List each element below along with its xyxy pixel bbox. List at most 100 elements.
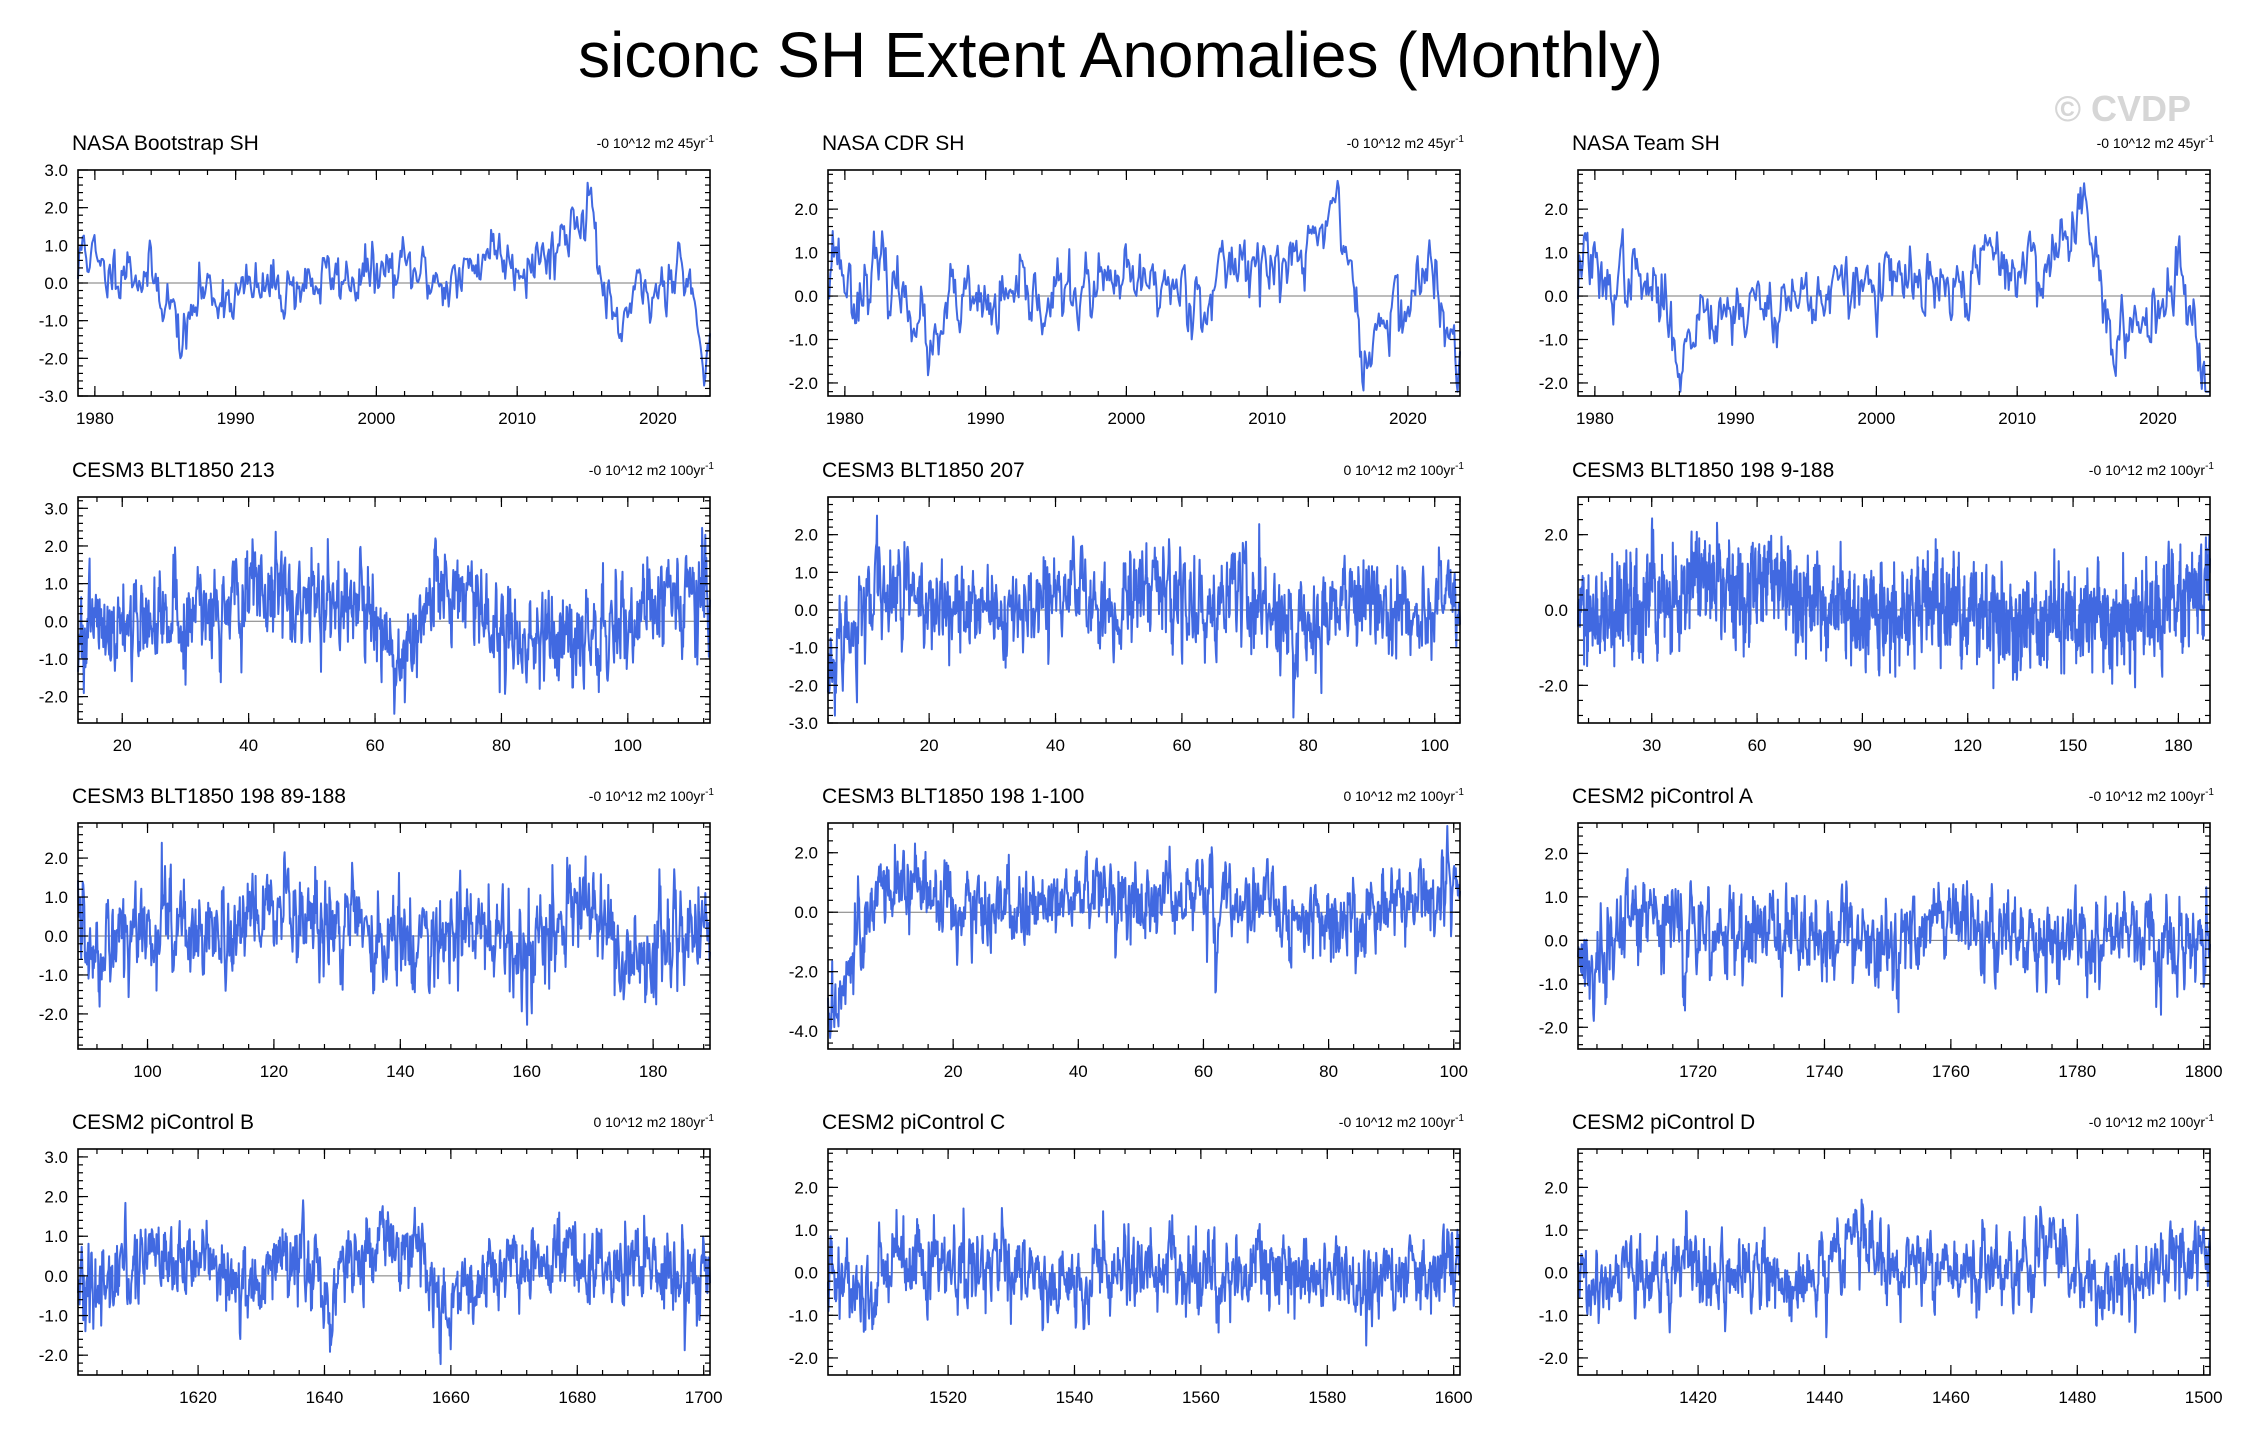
x-tick-label: 20 [920, 736, 939, 755]
y-tick-label: 2.0 [1544, 200, 1568, 219]
series-line [1577, 868, 2211, 1022]
y-tick-label: 0.0 [1544, 287, 1568, 306]
plot-frame [77, 1148, 711, 1376]
trend-label: -0 10^12 m2 45yr-1 [2097, 134, 2215, 151]
x-tick-label: 1560 [1182, 1388, 1220, 1407]
x-tick-label: 140 [386, 1062, 414, 1081]
x-tick-label: 1440 [1806, 1388, 1844, 1407]
x-tick-label: 20 [113, 736, 132, 755]
plot-frame [827, 169, 1461, 397]
trend-label: -0 10^12 m2 100yr-1 [2089, 1113, 2215, 1130]
x-tick-label: 100 [1440, 1062, 1468, 1081]
x-tick-label: 20 [944, 1062, 963, 1081]
panel-title: NASA Bootstrap SH [72, 132, 259, 155]
x-tick-label: 150 [2059, 736, 2087, 755]
y-tick-label: 1.0 [1544, 888, 1568, 907]
x-tick-label: 1420 [1679, 1388, 1717, 1407]
x-tick-label: 1700 [685, 1388, 723, 1407]
x-tick-label: 1980 [1576, 409, 1614, 428]
y-tick-label: 2.0 [794, 526, 818, 545]
page-title: siconc SH Extent Anomalies (Monthly) [578, 19, 1663, 91]
x-tick-label: 120 [260, 1062, 288, 1081]
x-tick-label: 1620 [179, 1388, 217, 1407]
x-tick-label: 100 [614, 736, 642, 755]
y-tick-label: 2.0 [1544, 1178, 1568, 1197]
x-tick-label: 1680 [558, 1388, 596, 1407]
panel-title: CESM3 BLT1850 213 [72, 459, 275, 482]
panel-title: NASA Team SH [1572, 132, 1720, 155]
y-tick-label: 3.0 [44, 1148, 68, 1167]
y-tick-label: 0.0 [794, 1264, 818, 1283]
x-tick-label: 1740 [1806, 1062, 1844, 1081]
y-tick-label: 0.0 [794, 287, 818, 306]
x-tick-label: 1640 [306, 1388, 344, 1407]
x-tick-label: 100 [1421, 736, 1449, 755]
trend-label: -0 10^12 m2 100yr-1 [2089, 461, 2215, 478]
panel: CESM2 piControl B 0 10^12 m2 180yr-1 -2.0 -… [39, 1111, 723, 1407]
trend-label: -0 10^12 m2 45yr-1 [597, 134, 715, 151]
plot-frame [1577, 169, 2211, 397]
panel: CESM2 piControl D -0 10^12 m2 100yr-1 -2.0… [1539, 1111, 2223, 1407]
y-tick-label: 0.0 [44, 612, 68, 631]
x-tick-label: 80 [1299, 736, 1318, 755]
x-tick-label: 2000 [1107, 409, 1145, 428]
y-tick-label: 0.0 [44, 274, 68, 293]
y-tick-label: 1.0 [794, 563, 818, 582]
x-tick-label: 60 [1194, 1062, 1213, 1081]
trend-label: 0 10^12 m2 100yr-1 [1343, 787, 1464, 804]
x-tick-label: 60 [1748, 736, 1767, 755]
trend-label: 0 10^12 m2 180yr-1 [593, 1113, 714, 1130]
x-tick-label: 60 [366, 736, 385, 755]
y-tick-label: -2.0 [789, 676, 818, 695]
x-tick-label: 60 [1172, 736, 1191, 755]
x-tick-label: 100 [133, 1062, 161, 1081]
y-tick-label: -1.0 [39, 650, 68, 669]
panel: CESM3 BLT1850 207 0 10^12 m2 100yr-1 -3.0 -… [789, 459, 1465, 755]
y-tick-label: -2.0 [39, 349, 68, 368]
x-tick-label: 1660 [432, 1388, 470, 1407]
panel: CESM3 BLT1850 198 1-100 0 10^12 m2 100yr-… [789, 785, 1468, 1081]
x-tick-label: 80 [492, 736, 511, 755]
panel-title: CESM3 BLT1850 198 9-188 [1572, 459, 1834, 482]
y-tick-label: -2.0 [789, 1349, 818, 1368]
series-line [77, 1199, 711, 1366]
y-tick-label: -2.0 [1539, 1018, 1568, 1037]
y-tick-label: -1.0 [789, 639, 818, 658]
series-line [1577, 182, 2210, 393]
series-line [77, 526, 711, 715]
y-tick-label: 1.0 [794, 1221, 818, 1240]
y-tick-label: -2.0 [1539, 676, 1568, 695]
x-tick-label: 160 [513, 1062, 541, 1081]
panel: NASA CDR SH -0 10^12 m2 45yr-1 -2.0 -1.0 0.0… [789, 132, 1465, 428]
x-tick-label: 1480 [2058, 1388, 2096, 1407]
plot-frame [1577, 1148, 2211, 1376]
x-tick-label: 2000 [357, 409, 395, 428]
y-tick-label: 1.0 [1544, 244, 1568, 263]
x-tick-label: 1780 [2058, 1062, 2096, 1081]
series-line [1577, 1198, 2211, 1339]
x-tick-label: 30 [1642, 736, 1661, 755]
x-tick-label: 1990 [217, 409, 255, 428]
y-tick-label: 1.0 [44, 1227, 68, 1246]
y-tick-label: 2.0 [1544, 844, 1568, 863]
plot-frame [1577, 822, 2211, 1050]
y-tick-label: -1.0 [39, 312, 68, 331]
x-tick-label: 1520 [929, 1388, 967, 1407]
y-tick-label: 2.0 [44, 199, 68, 218]
series-line [1577, 517, 2211, 690]
y-tick-label: -1.0 [789, 331, 818, 350]
y-tick-label: -2.0 [39, 1346, 68, 1365]
trend-label: -0 10^12 m2 100yr-1 [1339, 1113, 1465, 1130]
y-tick-label: -2.0 [39, 688, 68, 707]
plot-frame [827, 1148, 1461, 1376]
x-tick-label: 1980 [826, 409, 864, 428]
series-line [827, 825, 1461, 1039]
trend-label: 0 10^12 m2 100yr-1 [1343, 461, 1464, 478]
x-tick-label: 2020 [1389, 409, 1427, 428]
x-tick-label: 1500 [2185, 1388, 2223, 1407]
y-tick-label: 1.0 [794, 244, 818, 263]
panel: CESM3 BLT1850 213 -0 10^12 m2 100yr-1 -2.0… [39, 459, 715, 755]
y-tick-label: 0.0 [44, 1267, 68, 1286]
x-tick-label: 1990 [967, 409, 1005, 428]
x-tick-label: 2010 [498, 409, 536, 428]
